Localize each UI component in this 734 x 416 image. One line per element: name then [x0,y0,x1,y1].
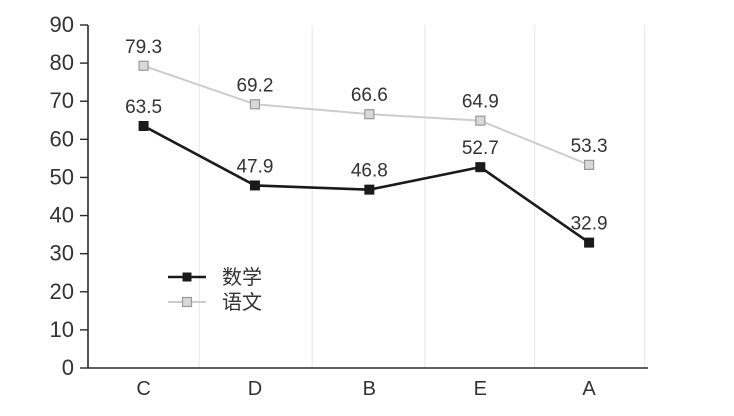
svg-text:40: 40 [50,203,74,228]
svg-text:69.2: 69.2 [236,75,273,96]
svg-text:80: 80 [50,50,74,75]
svg-text:50: 50 [50,164,74,189]
svg-text:20: 20 [50,279,74,304]
svg-text:46.8: 46.8 [351,161,388,182]
svg-text:32.9: 32.9 [571,214,608,235]
svg-text:64.9: 64.9 [462,92,499,113]
svg-text:47.9: 47.9 [236,156,273,177]
svg-text:A: A [582,378,596,400]
svg-text:52.7: 52.7 [462,138,499,159]
svg-text:B: B [363,378,376,400]
svg-text:E: E [474,378,487,400]
svg-text:C: C [136,378,150,400]
svg-text:语文: 语文 [222,291,262,314]
svg-text:70: 70 [50,88,74,113]
svg-text:数学: 数学 [222,266,262,289]
svg-text:53.3: 53.3 [571,136,608,157]
svg-text:63.5: 63.5 [125,97,162,118]
svg-text:10: 10 [50,317,74,342]
svg-text:79.3: 79.3 [125,37,162,58]
svg-text:66.6: 66.6 [351,85,388,106]
svg-text:0: 0 [62,355,74,380]
svg-text:30: 30 [50,241,74,266]
svg-text:D: D [248,378,262,400]
svg-text:60: 60 [50,126,74,151]
svg-text:90: 90 [50,12,74,37]
